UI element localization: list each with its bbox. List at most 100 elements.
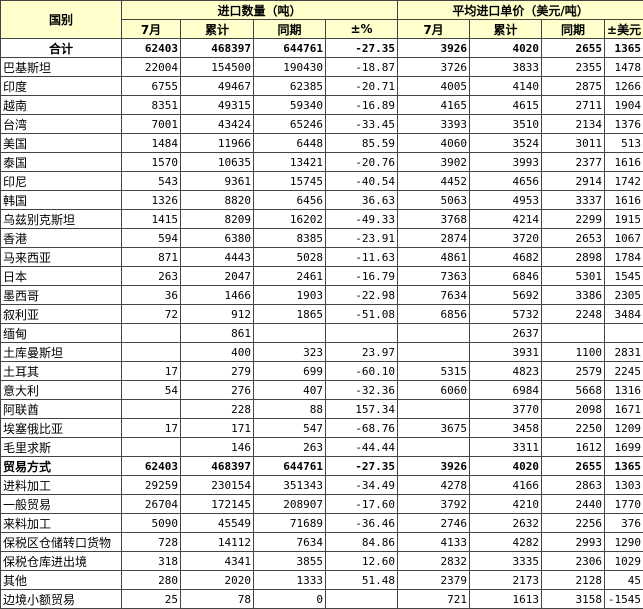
table-cell: 17 xyxy=(121,418,181,438)
subheader-cell: ±美元 xyxy=(604,19,643,39)
table-cell: 3011 xyxy=(541,133,606,153)
table-row: 韩国 1326 8820 6456 36.63 5063 4953 3337 1616 xyxy=(0,190,643,210)
table-cell: 276 xyxy=(180,380,254,400)
table-cell: 7634 xyxy=(253,532,326,552)
table-cell: 2134 xyxy=(541,114,606,134)
table-cell: 407 xyxy=(253,380,326,400)
table-cell: 84.86 xyxy=(324,532,399,552)
table-cell: 3158 xyxy=(541,589,606,609)
table-cell: 2306 xyxy=(541,551,606,571)
subheader-cell: 同期 xyxy=(253,19,326,39)
table-cell: 400 xyxy=(180,342,254,362)
table-cell xyxy=(397,323,471,343)
table-row: 香港 594 6380 8385 -23.91 2874 3720 2653 1067 xyxy=(0,228,643,248)
table-cell: -36.46 xyxy=(324,513,399,533)
table-cell: 279 xyxy=(180,361,254,381)
table-cell: 14112 xyxy=(180,532,254,552)
row-label: 缅甸 xyxy=(0,323,122,343)
table-cell: 2020 xyxy=(180,570,254,590)
table-cell: 1699 xyxy=(604,437,643,457)
table-cell: -20.71 xyxy=(324,76,399,96)
table-row: 阿联酋 228 88 157.34 3770 2098 1671 xyxy=(0,399,643,419)
table-cell: -11.63 xyxy=(324,247,399,267)
table-cell: 88 xyxy=(253,399,326,419)
table-cell: 4005 xyxy=(397,76,471,96)
table-cell: 2832 xyxy=(397,551,471,571)
table-cell: 1671 xyxy=(604,399,643,419)
table-cell: 4166 xyxy=(469,475,543,495)
table-cell: 351343 xyxy=(253,475,326,495)
table-row: 意大利 54 276 407 -32.36 6060 6984 5668 1316 xyxy=(0,380,643,400)
table-row: 日本 263 2047 2461 -16.79 7363 6846 5301 1545 xyxy=(0,266,643,286)
table-cell: 36 xyxy=(121,285,181,305)
table-cell: 171 xyxy=(180,418,254,438)
table-cell: 2914 xyxy=(541,171,606,191)
table-cell: 3484 xyxy=(604,304,643,324)
table-cell: 376 xyxy=(604,513,643,533)
table-cell: 12.60 xyxy=(324,551,399,571)
table-cell: 25 xyxy=(121,589,181,609)
table-cell: 1613 xyxy=(469,589,543,609)
table-cell: 45 xyxy=(604,570,643,590)
table-cell: 1612 xyxy=(541,437,606,457)
table-cell: 3386 xyxy=(541,285,606,305)
table-cell xyxy=(121,399,181,419)
table-cell: 468397 xyxy=(180,38,254,58)
table-cell: 3720 xyxy=(469,228,543,248)
table-cell: -16.89 xyxy=(324,95,399,115)
table-cell: 728 xyxy=(121,532,181,552)
row-label: 台湾 xyxy=(0,114,122,134)
table-cell: 721 xyxy=(397,589,471,609)
table-cell: 2874 xyxy=(397,228,471,248)
table-cell: 2863 xyxy=(541,475,606,495)
table-cell: 0 xyxy=(253,589,326,609)
table-cell: 4140 xyxy=(469,76,543,96)
table-cell: -20.76 xyxy=(324,152,399,172)
row-label: 意大利 xyxy=(0,380,122,400)
table-cell: 22004 xyxy=(121,57,181,77)
row-label: 巴基斯坦 xyxy=(0,57,122,77)
table-cell: 172145 xyxy=(180,494,254,514)
table-cell: 1326 xyxy=(121,190,181,210)
table-cell: 5315 xyxy=(397,361,471,381)
row-label: 印尼 xyxy=(0,171,122,191)
table-cell: 36.63 xyxy=(324,190,399,210)
table-cell: 4953 xyxy=(469,190,543,210)
row-label: 印度 xyxy=(0,76,122,96)
table-cell xyxy=(397,399,471,419)
table-cell: 2875 xyxy=(541,76,606,96)
table-cell: 78 xyxy=(180,589,254,609)
table-cell: 2098 xyxy=(541,399,606,419)
table-cell: 4656 xyxy=(469,171,543,191)
table-cell: 594 xyxy=(121,228,181,248)
table-cell: 280 xyxy=(121,570,181,590)
table-cell: 7001 xyxy=(121,114,181,134)
table-cell xyxy=(604,323,643,343)
table-cell: 51.48 xyxy=(324,570,399,590)
row-label: 乌兹别克斯坦 xyxy=(0,209,122,229)
row-label: 墨西哥 xyxy=(0,285,122,305)
table-cell: 3510 xyxy=(469,114,543,134)
row-label: 马来西亚 xyxy=(0,247,122,267)
table-cell: 4682 xyxy=(469,247,543,267)
table-row: 一般贸易 26704 172145 208907 -17.60 3792 4210 2440 1… xyxy=(0,494,643,514)
table-cell xyxy=(121,323,181,343)
table-cell: 2128 xyxy=(541,570,606,590)
total-row: 合计 62403 468397 644761 -27.35 3926 4020 2655 136… xyxy=(0,38,643,58)
table-cell: -22.98 xyxy=(324,285,399,305)
table-cell: 2248 xyxy=(541,304,606,324)
table-cell: 6846 xyxy=(469,266,543,286)
table-cell: 699 xyxy=(253,361,326,381)
table-cell: 4133 xyxy=(397,532,471,552)
table-cell: 2579 xyxy=(541,361,606,381)
table-cell: -23.91 xyxy=(324,228,399,248)
table-cell: 10635 xyxy=(180,152,254,172)
table-cell: 6984 xyxy=(469,380,543,400)
table-cell: 2299 xyxy=(541,209,606,229)
table-cell: 912 xyxy=(180,304,254,324)
table-cell: 644761 xyxy=(253,38,326,58)
table-cell: 6456 xyxy=(253,190,326,210)
row-label: 贸易方式 xyxy=(0,456,122,476)
table-cell: 1376 xyxy=(604,114,643,134)
table-row: 土耳其 17 279 699 -60.10 5315 4823 2579 2245 xyxy=(0,361,643,381)
